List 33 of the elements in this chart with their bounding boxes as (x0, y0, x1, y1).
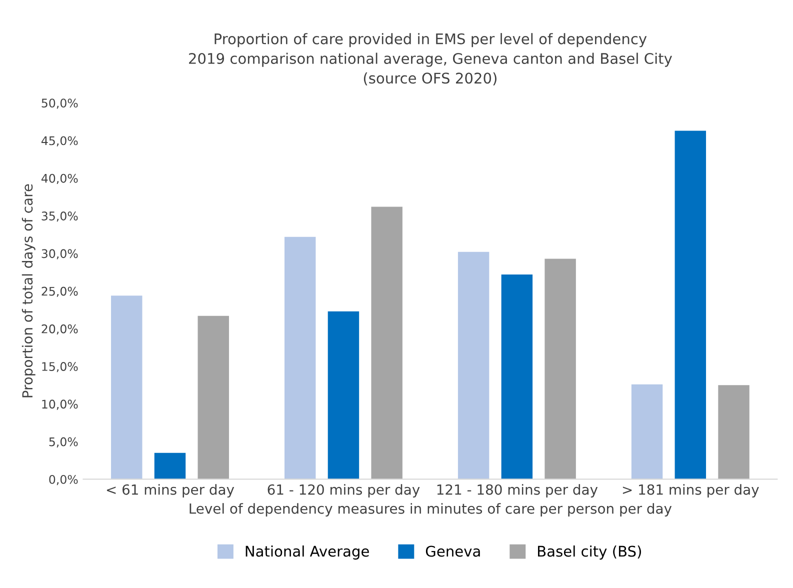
x-tick-label: 61 - 120 mins per day (268, 484, 420, 498)
bar (631, 384, 663, 480)
bar (674, 130, 706, 480)
x-tick-label: 121 - 180 mins per day (437, 484, 598, 498)
bar (458, 252, 490, 480)
y-axis-title: Proportion of total days of care (22, 184, 36, 398)
bar (718, 385, 750, 480)
y-tick-label: 35,0% (42, 212, 78, 222)
bar (198, 316, 229, 480)
legend-label: National Average (246, 545, 369, 560)
y-tick-label: 50,0% (42, 98, 78, 109)
y-tick-label: 5,0% (49, 437, 78, 448)
bar (371, 206, 402, 480)
bar (154, 452, 186, 480)
bar (111, 296, 142, 480)
x-tick-label: < 61 mins per day (106, 484, 234, 498)
y-tick-label: 10,0% (42, 400, 78, 410)
bar (544, 258, 576, 480)
x-axis-title: Level of dependency measures in minutes of care per person per day (190, 503, 672, 517)
y-tick-label: 45,0% (41, 136, 78, 146)
chart-title: Proportion of care provided in EMS per level of dependency 2019 comparison national average, Geneva canton and Basel City (source OFS 2020) (189, 33, 672, 86)
y-tick-label: 0,0% (49, 474, 78, 486)
bar (501, 274, 533, 480)
legend-label: Geneva (426, 546, 480, 557)
legend-label: Basel city (BS) (538, 545, 641, 560)
bar (284, 236, 316, 480)
y-tick-label: 25,0% (42, 286, 78, 297)
y-tick-label: 20,0% (42, 324, 78, 335)
y-tick-label: 40,0% (41, 174, 78, 184)
y-tick-label: 15,0% (42, 362, 78, 372)
bar (328, 311, 360, 480)
y-tick-label: 30,0% (42, 249, 78, 260)
x-tick-label: > 181 mins per day (622, 484, 759, 498)
